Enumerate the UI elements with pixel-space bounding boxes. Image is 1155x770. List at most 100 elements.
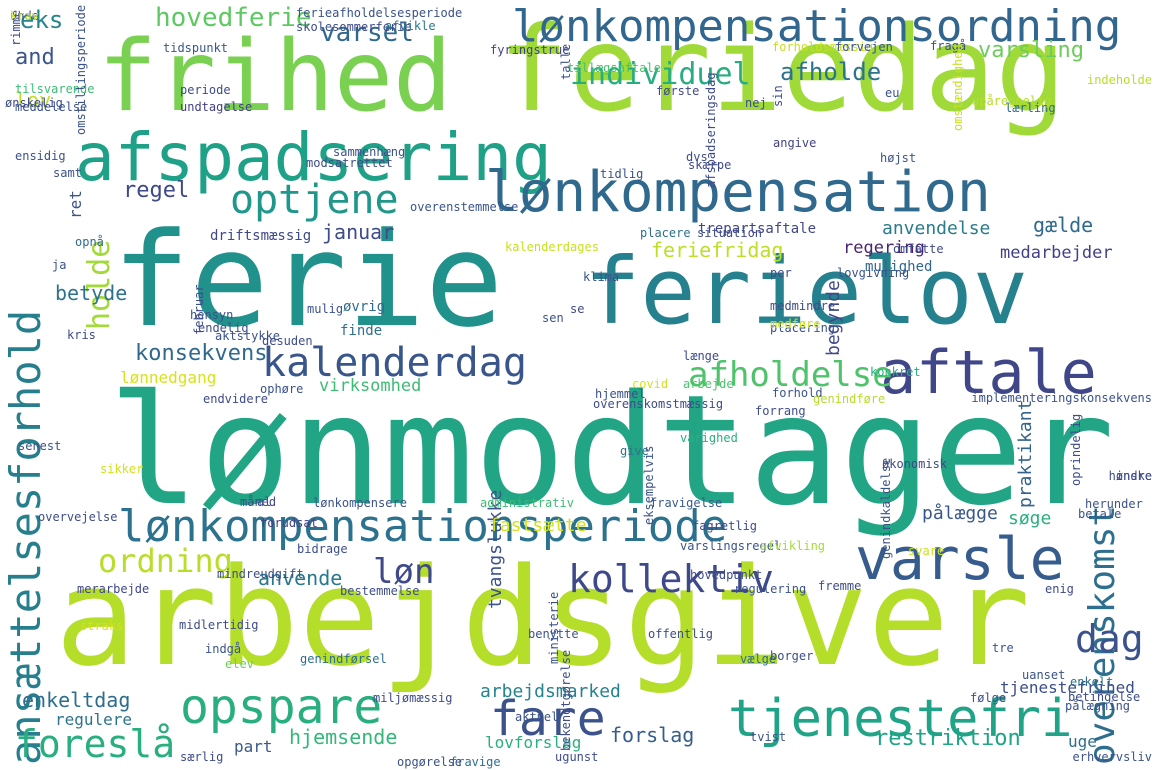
word-101: ferieafholdelsesperiode <box>296 6 463 20</box>
word-150: overenskomstmæssig <box>593 397 724 411</box>
word-116: højst <box>880 151 917 165</box>
word-36: konsekvens <box>135 341 268 366</box>
word-156: herunder <box>1085 497 1143 511</box>
word-100: tilsvarende <box>15 82 95 96</box>
word-19: kollektiv <box>568 557 774 601</box>
word-166: tre <box>992 641 1014 655</box>
word-192: medføre <box>770 317 821 331</box>
word-29: hovedferie <box>155 3 312 33</box>
word-4: feriedag <box>498 0 1067 138</box>
word-119: placere <box>640 226 691 240</box>
word-37: betyde <box>55 281 128 305</box>
word-137: kris <box>67 328 96 342</box>
word-168: uanset <box>1022 668 1066 682</box>
word-134: mulig <box>307 302 344 316</box>
word-105: forholdsmæssig <box>772 40 874 54</box>
word-128: ønskelig <box>5 96 63 110</box>
word-72: covid <box>632 377 669 391</box>
word-160: regulering <box>734 582 807 596</box>
word-117: dvs <box>686 150 708 164</box>
word-144: placering <box>770 321 836 335</box>
word-109: indeholde <box>1086 73 1152 87</box>
word-48: virksomhed <box>319 376 422 396</box>
word-124: sammenhæng <box>333 145 406 159</box>
word-10: lønkompensationsperiode <box>118 501 728 552</box>
word-171: betingelse <box>1068 690 1141 704</box>
word-63: ret <box>66 190 85 219</box>
word-77: give <box>620 444 649 458</box>
word-178: særlig <box>180 750 224 764</box>
word-107: fragå <box>930 39 967 53</box>
word-18: optjene <box>230 177 399 223</box>
word-53: enkeltdag <box>22 688 131 712</box>
word-40: feriefridag <box>651 238 784 262</box>
word-23: dag <box>1075 617 1144 661</box>
word-25: løn <box>373 552 435 592</box>
word-172: pålægning <box>1065 699 1131 713</box>
word-189: omstændighed <box>951 44 965 131</box>
word-90: afvikling <box>760 539 826 553</box>
word-56: part <box>234 737 273 756</box>
word-157: hindre <box>1108 469 1152 483</box>
word-8: lønkompensation <box>485 160 991 225</box>
word-89: varslingsregel <box>680 539 782 553</box>
word-70: arbejde <box>683 377 734 391</box>
word-32: afholde <box>780 58 882 86</box>
word-6: ferielov <box>585 238 1029 345</box>
word-183: omstillingsperiode <box>74 5 88 136</box>
word-79: fravigelse <box>650 496 723 510</box>
word-49: lønnedgang <box>120 368 217 387</box>
word-159: hovedpunkt <box>690 568 763 582</box>
word-146: hjemmel <box>595 387 646 401</box>
word-9: lønkompensationsordning <box>512 1 1122 52</box>
word-24: ordning <box>98 542 233 580</box>
word-177: opgørelse <box>397 755 463 769</box>
word-85: elev <box>225 657 254 671</box>
word-64: trepartsaftale <box>698 221 817 237</box>
word-130: opnå <box>75 235 104 249</box>
word-112: nej <box>745 96 767 110</box>
word-7: afspadsering <box>75 119 552 196</box>
word-176: fravige <box>450 755 501 769</box>
word-61: regulere <box>55 710 133 729</box>
word-149: implementeringskonsekvens <box>971 391 1152 405</box>
word-30: eks <box>20 6 64 34</box>
word-34: lov <box>15 88 52 112</box>
word-69: konkret <box>870 365 921 379</box>
word-169: miljømæssig <box>373 691 453 705</box>
word-106: forvejen <box>835 40 893 54</box>
word-155: overvejelse <box>38 510 118 524</box>
word-195: krav <box>10 9 39 23</box>
word-181: ønske <box>1115 469 1152 483</box>
word-135: se <box>570 302 585 316</box>
word-14: varsle <box>855 525 1065 593</box>
word-114: angive <box>773 136 817 150</box>
word-66: finde <box>340 323 383 339</box>
word-152: sikker <box>100 462 144 476</box>
word-1: lønmodtager <box>108 362 1115 539</box>
word-138: aktstykke <box>215 329 281 343</box>
word-28: varsel <box>320 18 414 48</box>
word-186: bekendtgørelse <box>559 650 573 752</box>
word-5: frihed <box>98 20 453 134</box>
word-82: bidrage <box>297 542 348 556</box>
word-188: oprindelig <box>1069 414 1083 487</box>
word-35: regel <box>123 178 190 203</box>
word-2: ferie <box>112 204 504 356</box>
word-108: lærling <box>1005 101 1056 115</box>
word-22: afholdelse <box>688 355 893 395</box>
word-94: merarbejde <box>77 582 150 596</box>
word-31: and <box>15 45 55 70</box>
word-153: måned <box>240 495 277 509</box>
word-142: lovgivning <box>837 266 910 280</box>
word-125: modsatrettet <box>306 156 393 170</box>
word-13: kalenderdag <box>262 340 527 386</box>
word-57: forslag <box>610 723 695 747</box>
word-173: følge <box>970 691 1007 705</box>
word-58: lovforslag <box>485 733 582 752</box>
word-83: genindførsel <box>300 652 387 666</box>
word-161: fremme <box>818 579 862 593</box>
word-179: erhvervsliv <box>1072 750 1152 764</box>
word-15: opspare <box>180 679 383 735</box>
